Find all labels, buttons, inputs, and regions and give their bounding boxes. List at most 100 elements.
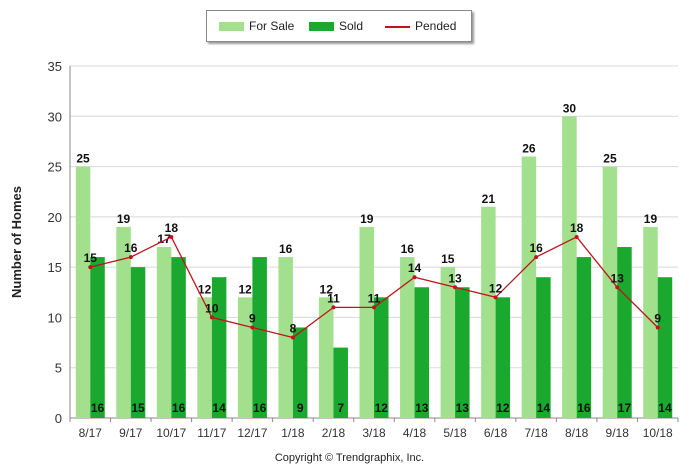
data-label-for-sale-10/18: 19 xyxy=(644,212,658,226)
bar-for-sale-2/18 xyxy=(318,297,334,418)
chart-legend: For Sale Sold Pended xyxy=(206,10,472,42)
bar-sold-12/17 xyxy=(252,257,267,418)
data-label-pended-8/17: 15 xyxy=(84,251,98,265)
y-axis-title: Number of Homes xyxy=(9,186,24,298)
bar-sold-10/18 xyxy=(657,277,673,418)
legend-swatch-sold xyxy=(309,22,334,31)
x-tick-label-6/18: 6/18 xyxy=(484,426,508,440)
bar-for-sale-12/17 xyxy=(237,297,253,418)
x-tick-label-1/18: 1/18 xyxy=(281,426,305,440)
data-label-sold-7/18: 14 xyxy=(537,401,551,415)
bar-sold-9/17 xyxy=(130,267,146,418)
y-tick-label-35: 35 xyxy=(48,59,62,74)
y-tick-label-15: 15 xyxy=(48,260,62,275)
bar-sold-6/18 xyxy=(495,297,511,418)
x-tick-label-4/18: 4/18 xyxy=(403,426,427,440)
bar-for-sale-10/17 xyxy=(156,247,172,418)
data-label-sold-5/18: 13 xyxy=(456,401,470,415)
point-pended-2/18 xyxy=(331,305,336,310)
data-label-for-sale-12/17: 12 xyxy=(238,282,252,296)
data-label-sold-12/17: 16 xyxy=(253,401,267,415)
bar-for-sale-9/17 xyxy=(116,226,131,418)
data-label-sold-6/18: 12 xyxy=(496,401,510,415)
data-label-sold-10/17: 16 xyxy=(172,401,186,415)
data-label-sold-9/17: 15 xyxy=(131,401,145,415)
data-label-pended-5/18: 13 xyxy=(448,271,462,285)
point-pended-10/18 xyxy=(655,325,660,330)
data-label-for-sale-2/18: 12 xyxy=(320,282,334,296)
data-label-for-sale-7/18: 26 xyxy=(522,142,536,156)
point-pended-1/18 xyxy=(290,335,295,340)
data-label-for-sale-6/18: 21 xyxy=(482,192,496,206)
x-tick-label-9/18: 9/18 xyxy=(606,426,630,440)
bar-for-sale-8/17 xyxy=(75,166,91,418)
x-tick-label-2/18: 2/18 xyxy=(322,426,346,440)
data-label-sold-2/18: 7 xyxy=(337,401,344,415)
data-label-sold-9/18: 17 xyxy=(618,401,632,415)
x-tick-label-8/17: 8/17 xyxy=(79,426,103,440)
x-tick-label-3/18: 3/18 xyxy=(362,426,386,440)
data-label-for-sale-8/17: 25 xyxy=(76,152,90,166)
data-label-sold-11/17: 14 xyxy=(212,401,226,415)
bar-sold-8/18 xyxy=(576,257,592,418)
x-tick-label-12/17: 12/17 xyxy=(237,426,267,440)
bar-for-sale-6/18 xyxy=(481,206,496,418)
x-tick-label-11/17: 11/17 xyxy=(197,426,226,440)
x-tick-label-8/18: 8/18 xyxy=(565,426,589,440)
data-label-sold-8/17: 16 xyxy=(91,401,105,415)
point-pended-8/17 xyxy=(88,265,93,270)
point-pended-6/18 xyxy=(493,295,498,300)
point-pended-12/17 xyxy=(250,325,255,330)
data-label-pended-11/17: 10 xyxy=(205,301,219,315)
legend-label-for-sale: For Sale xyxy=(249,19,295,33)
bar-sold-5/18 xyxy=(455,287,470,418)
data-label-sold-4/18: 13 xyxy=(415,401,429,415)
x-tick-label-7/18: 7/18 xyxy=(524,426,548,440)
data-label-pended-7/18: 16 xyxy=(529,241,543,255)
bar-sold-2/18 xyxy=(333,347,348,418)
data-label-pended-6/18: 12 xyxy=(489,281,503,295)
y-tick-label-5: 5 xyxy=(55,361,62,376)
data-label-for-sale-4/18: 16 xyxy=(401,242,415,256)
legend-line-pended xyxy=(385,26,410,28)
y-tick-label-0: 0 xyxy=(55,411,62,426)
bar-sold-10/17 xyxy=(171,257,186,418)
y-tick-label-30: 30 xyxy=(48,109,62,124)
bar-for-sale-8/18 xyxy=(562,116,577,419)
bar-sold-4/18 xyxy=(414,287,430,418)
y-tick-label-20: 20 xyxy=(48,210,62,225)
bar-sold-1/18 xyxy=(292,327,308,418)
point-pended-5/18 xyxy=(453,285,458,290)
data-label-pended-8/18: 18 xyxy=(570,221,584,235)
x-tick-label-10/18: 10/18 xyxy=(643,426,673,440)
bar-sold-9/18 xyxy=(617,247,632,418)
bar-sold-7/18 xyxy=(536,277,551,418)
data-label-pended-10/18: 9 xyxy=(654,311,661,325)
bar-sold-3/18 xyxy=(374,297,389,418)
data-label-sold-10/18: 14 xyxy=(658,401,672,415)
data-label-sold-1/18: 9 xyxy=(297,401,304,415)
point-pended-8/18 xyxy=(574,234,579,239)
legend-label-sold: Sold xyxy=(339,19,364,33)
point-pended-9/18 xyxy=(615,285,620,290)
bar-for-sale-3/18 xyxy=(359,226,374,418)
y-tick-label-10: 10 xyxy=(48,310,62,325)
data-label-for-sale-1/18: 16 xyxy=(279,242,293,256)
legend-label-pended: Pended xyxy=(415,19,457,33)
point-pended-9/17 xyxy=(128,255,133,260)
data-label-pended-12/17: 9 xyxy=(249,311,256,325)
legend-swatch-for-sale xyxy=(219,22,244,31)
bar-for-sale-4/18 xyxy=(400,257,415,418)
data-label-pended-4/18: 14 xyxy=(408,261,422,275)
data-label-for-sale-3/18: 19 xyxy=(360,212,374,226)
point-pended-10/17 xyxy=(169,234,174,239)
data-label-sold-3/18: 12 xyxy=(375,401,389,415)
bar-sold-11/17 xyxy=(211,277,227,418)
bar-for-sale-5/18 xyxy=(440,267,456,418)
data-label-pended-9/18: 13 xyxy=(611,271,625,285)
bar-for-sale-7/18 xyxy=(521,156,537,418)
bar-for-sale-10/18 xyxy=(643,226,658,418)
bar-for-sale-11/17 xyxy=(197,297,212,418)
data-label-for-sale-9/18: 25 xyxy=(603,152,617,166)
